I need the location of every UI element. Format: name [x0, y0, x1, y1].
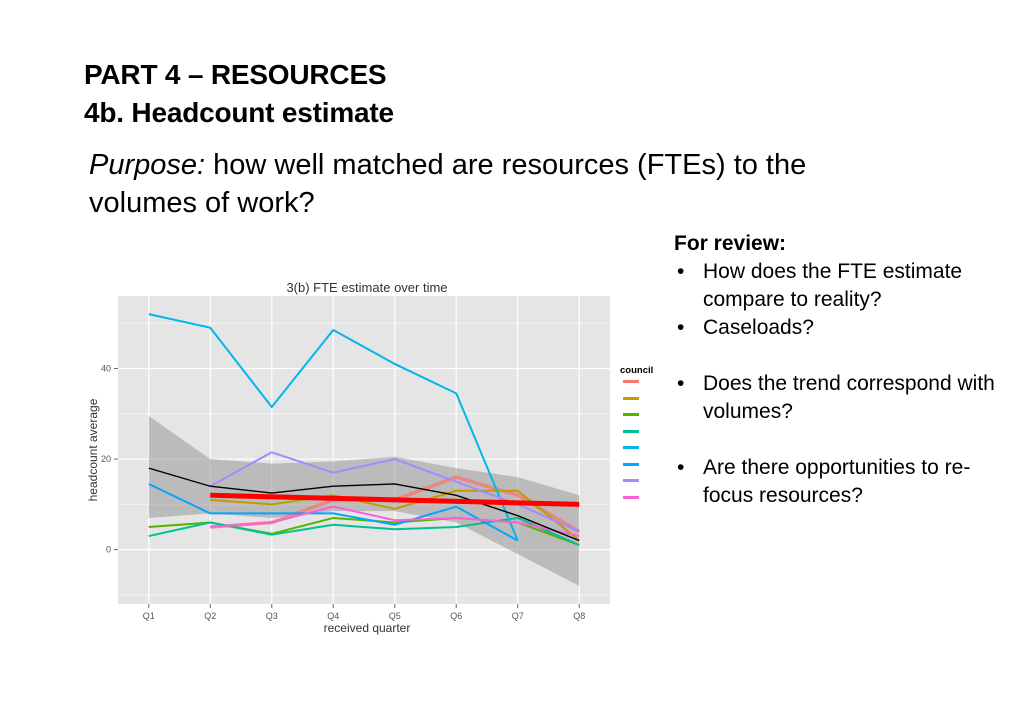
- y-tick-label: 20: [101, 454, 111, 464]
- review-panel: For review: How does the FTE estimate co…: [674, 230, 1014, 510]
- page-title: PART 4 – RESOURCES: [84, 59, 387, 90]
- x-tick-label: Q7: [512, 611, 524, 621]
- x-tick-label: Q4: [327, 611, 339, 621]
- x-tick-label: Q8: [573, 611, 585, 621]
- grid-lines: [118, 296, 610, 604]
- legend-title: council: [620, 365, 654, 376]
- x-tick-label: Q6: [450, 611, 462, 621]
- y-axis: 0 20 40: [101, 363, 118, 555]
- linear-fit-line: [210, 492, 580, 507]
- x-tick-label: Q1: [143, 611, 155, 621]
- council-series-line: [210, 505, 580, 538]
- chart-legend: council: [620, 365, 668, 512]
- page-subtitle: 4b. Headcount estimate: [84, 97, 394, 128]
- council-series-line: [148, 516, 580, 547]
- purpose-text: Purpose: how well matched are resources …: [89, 146, 909, 222]
- x-axis-label: received quarter: [324, 621, 411, 635]
- title-block: PART 4 – RESOURCES 4b. Headcount estimat…: [84, 56, 394, 132]
- review-list: How does the FTE estimate compare to rea…: [674, 258, 1014, 510]
- legend-swatch: [623, 446, 639, 449]
- y-tick-label: 40: [101, 363, 111, 373]
- purpose-label: Purpose:: [89, 149, 206, 181]
- series-lines: [148, 313, 581, 547]
- council-series-line: [210, 489, 580, 542]
- purpose-body: how well matched are resources (FTEs) to…: [89, 149, 807, 219]
- x-tick-label: Q2: [204, 611, 216, 621]
- legend-swatch: [623, 495, 639, 499]
- legend-swatch: [623, 413, 639, 416]
- legend-swatches: [620, 380, 668, 499]
- review-item: How does the FTE estimate compare to rea…: [674, 258, 1014, 314]
- y-axis-label: headcount average: [86, 398, 100, 501]
- x-axis: Q1 Q2 Q3 Q4 Q5 Q6 Q7 Q8: [143, 604, 585, 621]
- legend-swatch: [623, 462, 639, 466]
- council-series-line: [148, 483, 519, 542]
- x-tick-label: Q3: [266, 611, 278, 621]
- review-item: Caseloads?: [674, 314, 1014, 342]
- y-tick-label: 0: [106, 545, 111, 555]
- legend-swatch: [623, 479, 639, 482]
- chart-title: 3(b) FTE estimate over time: [286, 280, 447, 295]
- legend-swatch: [623, 380, 639, 383]
- legend-swatch: [623, 396, 639, 400]
- review-heading: For review:: [674, 232, 787, 255]
- trend-line: [148, 467, 580, 542]
- council-series-line: [148, 313, 519, 541]
- review-item: Does the trend correspond with volumes?: [674, 370, 1014, 426]
- x-tick-label: Q5: [389, 611, 401, 621]
- legend-swatch: [623, 429, 639, 433]
- fte-line-chart: 3(b) FTE estimate over time 0 20 40 Q1 Q2 Q3…: [86, 280, 610, 635]
- review-item: Are there opportunities to re-focus reso…: [674, 454, 1014, 510]
